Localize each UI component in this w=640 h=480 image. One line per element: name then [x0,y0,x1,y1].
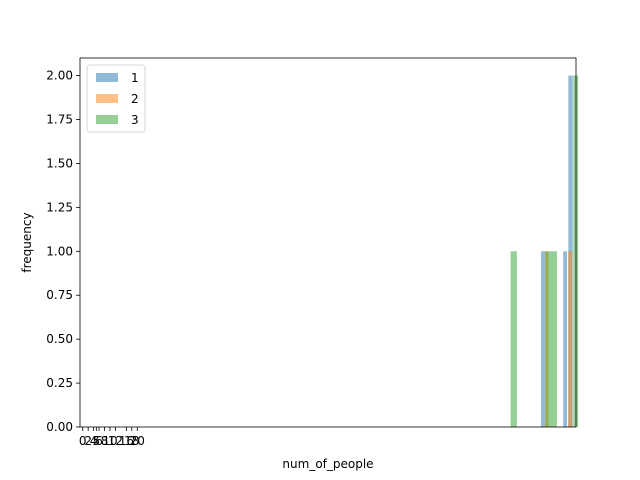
bar-series-1-2 [568,75,573,427]
legend-label-1: 1 [131,71,139,85]
legend-swatch-2 [96,94,118,103]
bar-series-3-1 [545,251,557,427]
x-tick-label: 8 [101,434,109,448]
y-tick-label: 1.75 [46,113,73,127]
bar-series-3-0 [510,251,517,427]
bar-series-1-0 [541,251,545,427]
bar-series-2-1 [568,251,573,427]
legend-swatch-1 [96,73,118,82]
legend-swatch-3 [96,115,118,124]
y-tick-label: 1.00 [46,244,73,258]
x-tick-label: 2 [84,434,92,448]
y-tick-label: 1.25 [46,200,73,214]
x-tick-label: 16 [119,434,134,448]
y-tick-label: 2.00 [46,69,73,83]
x-tick-label: 0 [79,434,87,448]
x-tick-label: 5 [93,434,101,448]
x-tick-label: 20 [130,434,145,448]
x-tick-label: 18 [124,434,139,448]
legend: 1 2 3 [86,64,146,133]
legend-label-2: 2 [131,92,139,106]
y-axis-label: frequency [20,212,34,272]
plot-frame [79,57,577,428]
y-tick-label: 0.50 [46,332,73,346]
x-tick-label: 12 [108,434,123,448]
x-axis-label: num_of_people [282,457,373,471]
y-tick-label: 1.50 [46,156,73,170]
y-tick-label: 0.25 [46,376,73,390]
y-tick-label: 0.00 [46,420,73,434]
x-tick-label: 4 [90,434,98,448]
legend-label-3: 3 [131,113,139,127]
x-tick-label: 10 [102,434,117,448]
x-tick-label: 6 [95,434,103,448]
y-tick-label: 0.75 [46,288,73,302]
y-axis: 0.00 0.25 0.50 0.75 1.00 1.25 1.50 1.75 2.00 [46,69,80,434]
bar-series-1-1 [563,251,568,427]
